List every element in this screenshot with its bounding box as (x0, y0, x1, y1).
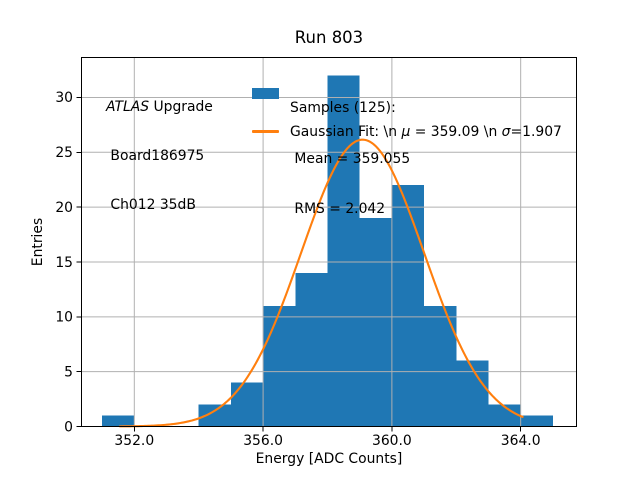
axes-spines (81, 56, 578, 428)
y-tick-label: 25 (55, 145, 73, 161)
x-tick-label: 356.0 (243, 433, 283, 449)
legend-gaussian-label: Gaussian Fit: \n μ = 359.09 \n σ=1.907 (290, 123, 562, 140)
y-tick-label: 10 (55, 310, 73, 326)
legend-samples-line1: Samples (125): (290, 100, 396, 116)
x-axis-label: Energy [ADC Counts] (255, 451, 403, 467)
y-axis-label: Entries (30, 217, 46, 267)
y-tick-label: 20 (55, 200, 73, 216)
annotation-line-channel: Ch012 35dB (106, 196, 196, 213)
legend-gaussian-line-swatch (251, 130, 279, 133)
histogram-bar (198, 404, 231, 427)
chart-title: Run 803 (294, 28, 364, 47)
gaussian-fit-curve (118, 138, 524, 428)
annotation-block: ATLAS Upgrade Board186975 Ch012 35dB (106, 67, 213, 246)
histogram-bar (263, 305, 296, 427)
histogram-bar (102, 415, 135, 427)
histogram-bar (520, 415, 553, 427)
histogram-bar (488, 404, 521, 427)
histogram-bar (327, 75, 360, 427)
histogram-bar (391, 185, 425, 427)
y-tick-label: 0 (64, 419, 73, 435)
annotation-line-board: Board186975 (106, 147, 205, 164)
histogram-bar (230, 382, 264, 427)
legend-samples-line3: RMS = 2.042 (290, 201, 386, 218)
histogram-bar (359, 218, 392, 427)
x-tick-label: 352.0 (114, 433, 154, 449)
x-tick-label: 364.0 (501, 433, 541, 449)
legend-histogram-swatch (251, 88, 279, 99)
legend-samples-label: Samples (125): Mean = 359.055 RMS = 2.04… (290, 66, 410, 252)
annotation-line-atlas: ATLAS Upgrade (106, 99, 213, 116)
histogram-bar (295, 272, 328, 427)
histogram-bar (456, 360, 489, 427)
y-tick-label: 5 (64, 364, 73, 380)
legend-samples-line2: Mean = 359.055 (290, 150, 411, 167)
y-tick-label: 30 (55, 90, 73, 106)
x-tick-label: 360.0 (372, 433, 412, 449)
y-tick-label: 15 (55, 255, 73, 271)
